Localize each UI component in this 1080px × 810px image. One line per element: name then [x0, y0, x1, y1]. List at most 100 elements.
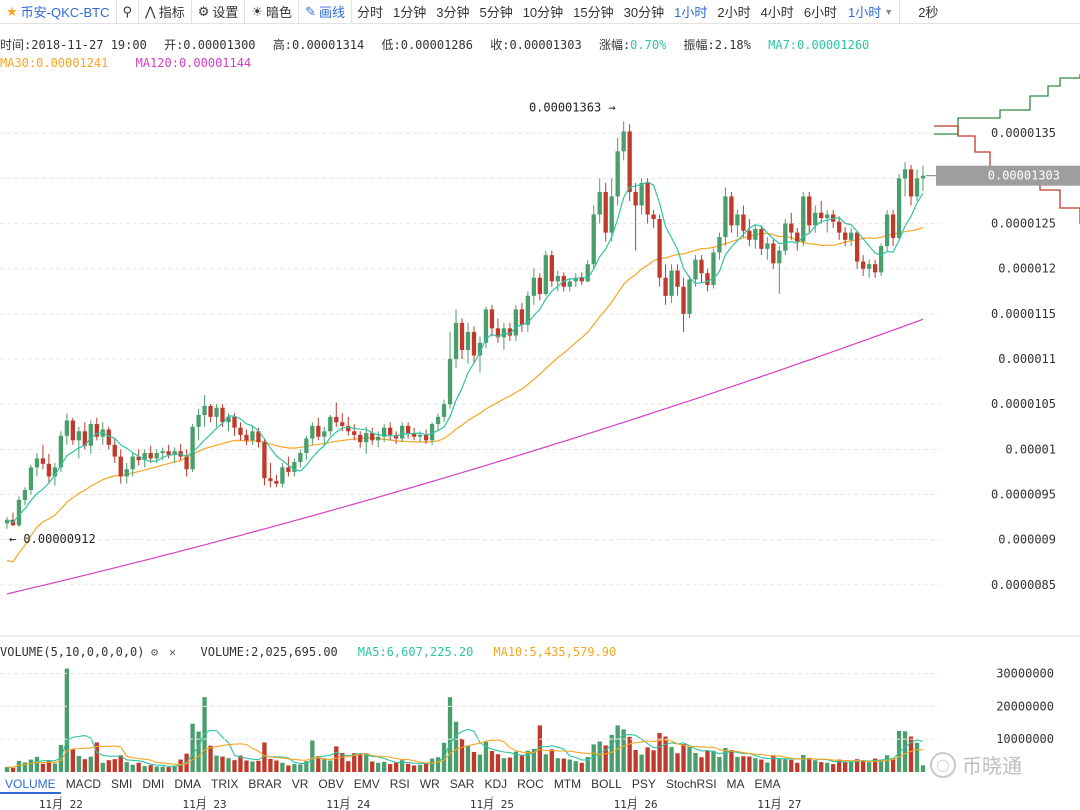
- candle[interactable]: [819, 200, 824, 224]
- volume-bar[interactable]: [130, 764, 135, 772]
- candle[interactable]: [388, 422, 393, 441]
- volume-bar[interactable]: [28, 759, 34, 772]
- volume-bar[interactable]: [304, 761, 309, 772]
- candle[interactable]: [202, 395, 207, 427]
- volume-bar[interactable]: [860, 760, 866, 772]
- volume-bar[interactable]: [914, 742, 920, 772]
- volume-bar[interactable]: [280, 762, 285, 772]
- candle[interactable]: [268, 462, 273, 488]
- volume-bar[interactable]: [705, 750, 710, 772]
- volume-bar[interactable]: [866, 762, 872, 772]
- candle[interactable]: [453, 309, 459, 369]
- interval-option[interactable]: 4小时: [760, 5, 794, 20]
- volume-bar[interactable]: [405, 763, 411, 772]
- candle[interactable]: [525, 291, 531, 332]
- volume-bar[interactable]: [46, 760, 52, 772]
- volume-bar[interactable]: [765, 762, 770, 772]
- volume-bar[interactable]: [226, 758, 231, 772]
- volume-bar[interactable]: [465, 746, 471, 772]
- volume-bar[interactable]: [453, 721, 459, 772]
- volume-bar[interactable]: [567, 759, 572, 772]
- candle[interactable]: [435, 413, 441, 432]
- candle[interactable]: [759, 225, 764, 256]
- candle[interactable]: [825, 210, 830, 233]
- volume-bar[interactable]: [154, 766, 159, 772]
- interval-option[interactable]: 6小时: [803, 5, 838, 20]
- candle[interactable]: [657, 214, 662, 287]
- candle[interactable]: [765, 237, 770, 260]
- candle[interactable]: [771, 239, 776, 269]
- volume-bar[interactable]: [747, 756, 752, 772]
- volume-bar[interactable]: [483, 741, 489, 772]
- candle[interactable]: [615, 137, 620, 206]
- volume-bar[interactable]: [388, 764, 393, 772]
- candle[interactable]: [537, 273, 542, 301]
- candle[interactable]: [783, 219, 788, 256]
- candle[interactable]: [866, 259, 872, 278]
- volume-bar[interactable]: [890, 758, 896, 772]
- volume-bar[interactable]: [687, 747, 692, 772]
- volume-bar[interactable]: [525, 750, 531, 772]
- candle[interactable]: [693, 255, 698, 287]
- candle[interactable]: [813, 205, 818, 233]
- volume-bar[interactable]: [232, 760, 237, 772]
- candle[interactable]: [322, 426, 327, 445]
- candle[interactable]: [872, 259, 878, 278]
- candle[interactable]: [914, 169, 920, 201]
- volume-bar[interactable]: [771, 755, 776, 772]
- candle[interactable]: [346, 416, 351, 436]
- candle[interactable]: [837, 216, 842, 240]
- candle[interactable]: [106, 426, 111, 450]
- candle[interactable]: [274, 474, 279, 488]
- candle[interactable]: [298, 449, 303, 468]
- gear-icon[interactable]: ⚙: [150, 645, 159, 659]
- candle[interactable]: [70, 417, 76, 445]
- candle[interactable]: [603, 182, 608, 242]
- candle[interactable]: [238, 422, 243, 441]
- volume-bar[interactable]: [22, 762, 28, 772]
- candle[interactable]: [316, 417, 321, 441]
- volume-bar[interactable]: [118, 755, 123, 772]
- volume-bar[interactable]: [429, 758, 435, 772]
- volume-bar[interactable]: [382, 761, 387, 772]
- candle[interactable]: [477, 336, 483, 373]
- volume-bar[interactable]: [489, 750, 495, 772]
- volume-bar[interactable]: [753, 758, 758, 772]
- candle[interactable]: [112, 438, 117, 463]
- volume-bar[interactable]: [40, 763, 46, 772]
- volume-bar[interactable]: [585, 756, 590, 772]
- volume-bar[interactable]: [555, 758, 560, 772]
- candle[interactable]: [334, 402, 339, 427]
- volume-bar[interactable]: [202, 697, 207, 772]
- volume-bar[interactable]: [573, 761, 578, 772]
- volume-bars[interactable]: [4, 668, 926, 772]
- volume-bar[interactable]: [675, 753, 680, 772]
- candle[interactable]: [902, 162, 908, 197]
- indicator-tab-volume[interactable]: VOLUME: [0, 774, 61, 794]
- candle[interactable]: [747, 219, 752, 247]
- candle[interactable]: [681, 277, 686, 332]
- volume-bar[interactable]: [735, 756, 740, 772]
- candle[interactable]: [208, 404, 213, 423]
- volume-bar[interactable]: [777, 758, 782, 772]
- volume-bar[interactable]: [537, 725, 542, 772]
- candle[interactable]: [723, 187, 728, 247]
- volume-bar[interactable]: [447, 697, 453, 772]
- candle[interactable]: [849, 228, 854, 247]
- candle[interactable]: [489, 304, 495, 337]
- volume-bar[interactable]: [663, 736, 668, 772]
- candle[interactable]: [166, 444, 171, 459]
- indicator-tab-vr[interactable]: VR: [291, 777, 309, 791]
- candle[interactable]: [262, 438, 267, 486]
- candle[interactable]: [549, 250, 554, 287]
- volume-bar[interactable]: [274, 760, 279, 772]
- volume-bar[interactable]: [783, 758, 788, 772]
- candle[interactable]: [4, 517, 10, 529]
- volume-bar[interactable]: [579, 762, 584, 772]
- volume-bar[interactable]: [268, 758, 273, 772]
- candle[interactable]: [465, 322, 471, 364]
- candle[interactable]: [376, 431, 381, 448]
- volume-bar[interactable]: [160, 766, 165, 772]
- candle[interactable]: [699, 255, 704, 283]
- volume-bar[interactable]: [651, 750, 656, 772]
